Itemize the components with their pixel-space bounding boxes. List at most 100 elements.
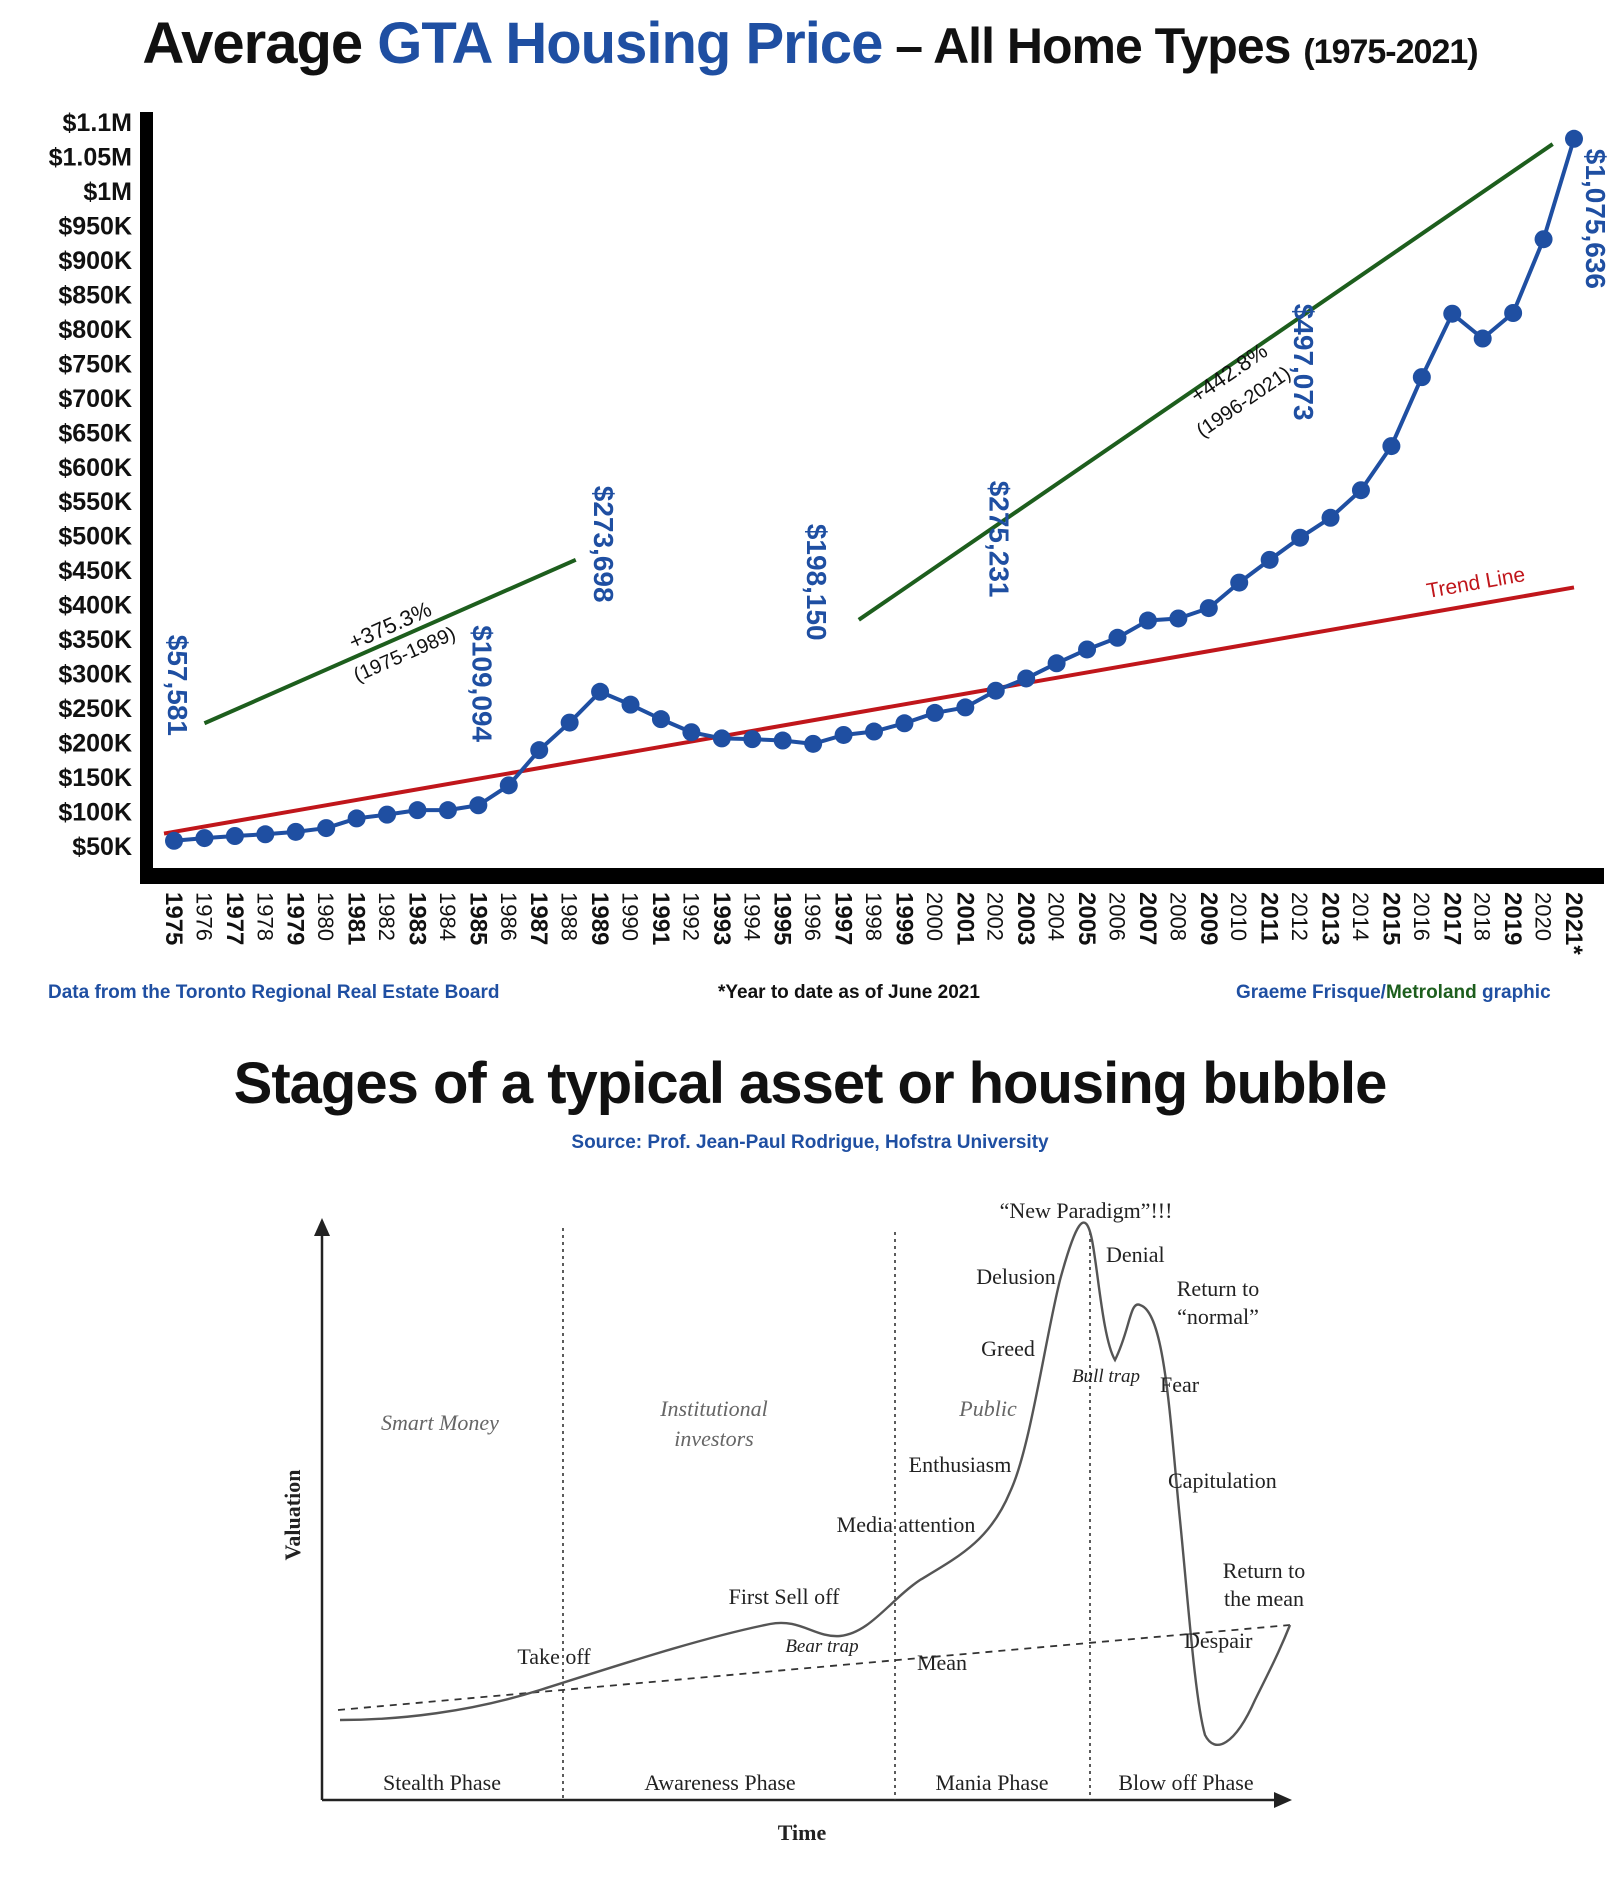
bubble-y-label: Valuation xyxy=(280,1470,305,1561)
y-tick-label: $950K xyxy=(58,212,132,240)
data-label: $57,581 xyxy=(162,635,193,736)
bubble-y-arrow xyxy=(314,1218,330,1236)
price-point xyxy=(530,741,549,760)
x-tick-label: 1990 xyxy=(618,892,643,941)
price-point xyxy=(1138,611,1157,630)
price-point xyxy=(317,819,336,838)
y-tick-label: $700K xyxy=(58,385,132,413)
price-point xyxy=(591,682,610,701)
data-label: $1,075,636 xyxy=(1580,149,1611,289)
label-return-normal-1: Return to xyxy=(1177,1276,1260,1301)
price-point xyxy=(225,827,244,846)
label-bear-trap: Bear trap xyxy=(785,1636,858,1657)
actor-smart-money: Smart Money xyxy=(381,1410,499,1435)
bubble-chart-title: Stages of a typical asset or housing bub… xyxy=(233,1051,1388,1116)
label-return-normal-2: “normal” xyxy=(1177,1304,1259,1329)
label-fear: Fear xyxy=(1160,1372,1200,1397)
price-point xyxy=(1443,304,1462,323)
price-point xyxy=(1412,368,1431,387)
bubble-diagram: Stealth Phase Awareness Phase Mania Phas… xyxy=(280,1198,1305,1845)
bubble-curve xyxy=(339,1221,1292,1746)
price-point xyxy=(1108,628,1127,647)
price-point xyxy=(165,831,183,850)
price-point xyxy=(1291,528,1310,547)
price-point xyxy=(1321,508,1340,527)
source-right-a: Graeme Frisque/ xyxy=(1236,982,1386,1003)
price-point xyxy=(743,730,762,749)
x-tick-label: 2015 xyxy=(1377,892,1404,945)
phase-blowoff: Blow off Phase xyxy=(1118,1770,1253,1795)
y-tick-labels: $50K $100K $150K $200K $250K $300K $350K $400K $… xyxy=(49,109,132,861)
label-take-off: Take off xyxy=(517,1644,591,1669)
x-tick-label: 1987 xyxy=(525,892,552,945)
x-tick-label: 2017 xyxy=(1438,892,1465,945)
mean-line xyxy=(337,1624,1291,1711)
x-tick-label: 2002 xyxy=(983,892,1008,941)
x-tick-label: 2001 xyxy=(951,892,978,945)
price-point xyxy=(499,776,518,795)
y-axis xyxy=(140,112,153,882)
x-tick-label: 1994 xyxy=(739,892,764,941)
x-tick-label: 1988 xyxy=(557,892,582,941)
x-tick-label: 2007 xyxy=(1134,892,1161,945)
x-tick-label: 1993 xyxy=(708,892,735,945)
trend-line xyxy=(163,585,1575,836)
x-tick-label: 1977 xyxy=(221,892,248,945)
x-tick-label: 2000 xyxy=(922,892,947,941)
price-point xyxy=(1351,481,1370,500)
y-tick-label: $450K xyxy=(58,557,132,585)
price-point xyxy=(438,801,457,820)
price-point xyxy=(1260,550,1279,569)
price-point xyxy=(712,729,731,748)
actor-investors: investors xyxy=(674,1426,753,1451)
x-tick-label: 2008 xyxy=(1165,892,1190,941)
data-label: $273,698 xyxy=(588,486,619,603)
x-tick-label: 1989 xyxy=(586,892,613,945)
price-point xyxy=(286,822,305,841)
x-tick-label: 2012 xyxy=(1287,892,1312,941)
y-tick-label: $350K xyxy=(58,626,132,654)
price-point xyxy=(1473,329,1492,348)
x-tick-label: 2003 xyxy=(1012,892,1039,945)
x-tick-label: 1985 xyxy=(464,892,491,945)
growth-line-1 xyxy=(203,558,577,726)
phase-awareness: Awareness Phase xyxy=(644,1770,795,1795)
y-tick-label: $150K xyxy=(58,764,132,792)
data-label: $198,150 xyxy=(801,524,832,641)
data-label: $275,231 xyxy=(984,481,1015,598)
source-right-c: graphic xyxy=(1476,982,1551,1003)
growth-lines: +375.3%(1975-1989)+442.8%(1996-2021) xyxy=(203,142,1554,726)
x-tick-label: 2018 xyxy=(1470,892,1495,941)
y-tick-label: $550K xyxy=(58,488,132,516)
label-bull-trap: Bull trap xyxy=(1072,1366,1140,1387)
price-point xyxy=(347,809,366,828)
x-tick-label: 1999 xyxy=(890,892,917,945)
price-point xyxy=(256,825,275,844)
x-tick-label: 2020 xyxy=(1531,892,1556,941)
price-point xyxy=(651,710,670,729)
x-tick-label: 2006 xyxy=(1104,892,1129,941)
x-tick-labels: 1975 1976 1977 1978 1979 1980 1981 1982 1983 1984… xyxy=(160,892,1587,955)
price-point xyxy=(1504,303,1523,322)
x-tick-label: 2004 xyxy=(1044,892,1069,941)
source-left: Data from the Toronto Regional Real Esta… xyxy=(48,982,500,1003)
label-despair: Despair xyxy=(1184,1628,1253,1653)
x-tick-label: 1992 xyxy=(678,892,703,941)
gta-price-chart: $50K $100K $150K $200K $250K $300K $350K $400K $… xyxy=(49,109,1611,955)
title-part-years: (1975-2021) xyxy=(1303,33,1478,71)
y-tick-label: $300K xyxy=(58,661,132,689)
label-capitulation: Capitulation xyxy=(1168,1468,1277,1493)
price-point xyxy=(925,703,944,722)
y-tick-label: $200K xyxy=(58,730,132,758)
x-tick-label: 2021* xyxy=(1560,892,1587,955)
x-tick-label: 1984 xyxy=(435,892,460,941)
price-point xyxy=(1169,609,1188,628)
label-first-sell-off: First Sell off xyxy=(729,1584,841,1609)
phase-mania: Mania Phase xyxy=(935,1770,1048,1795)
bubble-x-arrow xyxy=(1274,1792,1292,1808)
y-tick-label: $800K xyxy=(58,316,132,344)
x-tick-label: 1997 xyxy=(830,892,857,945)
x-tick-label: 2014 xyxy=(1348,892,1373,941)
bubble-source: Source: Prof. Jean-Paul Rodrigue, Hofstr… xyxy=(571,1132,1049,1153)
